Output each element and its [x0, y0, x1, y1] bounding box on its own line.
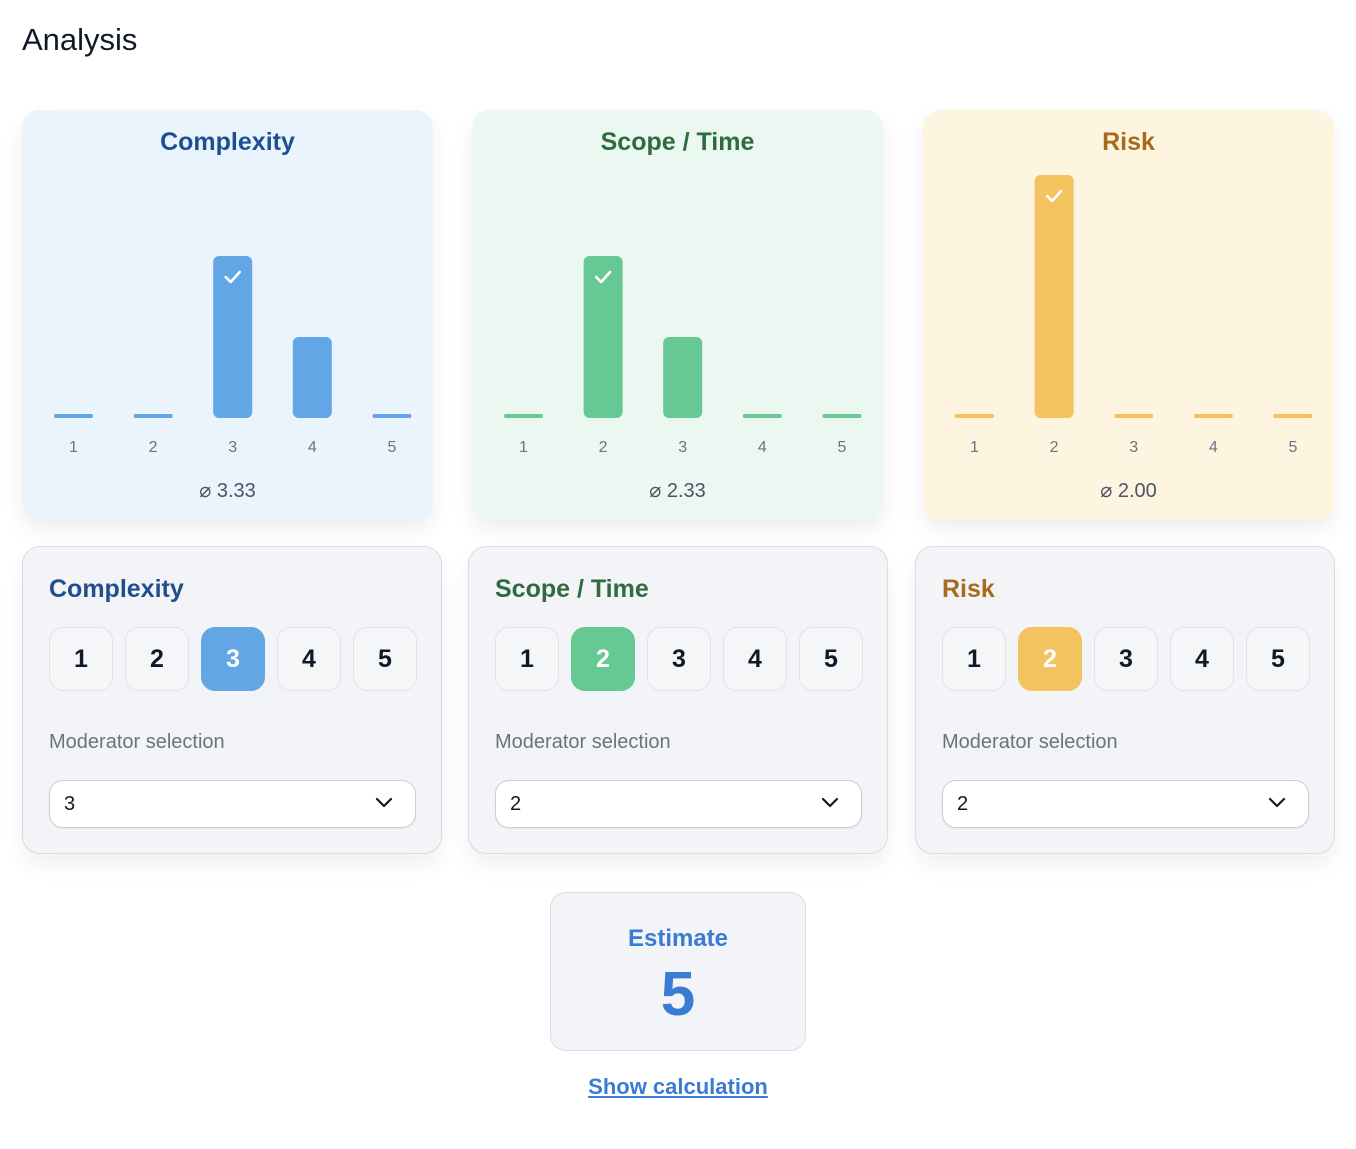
moderator-label: Moderator selection [495, 731, 671, 753]
x-tick-label: 5 [837, 439, 846, 456]
x-tick-label: 3 [228, 439, 237, 456]
panel-risk: Risk 1 2 3 4 5 Moderator selection 2 [915, 546, 1335, 854]
bar-1 [504, 414, 543, 418]
option-button-5[interactable]: 5 [353, 627, 417, 691]
option-group: 1 2 3 4 5 [49, 627, 417, 691]
moderator-label: Moderator selection [49, 731, 225, 753]
x-tick-label: 5 [387, 439, 396, 456]
show-calculation-wrapper: Show calculation [0, 1074, 1356, 1100]
bar-5 [822, 414, 862, 418]
x-tick-label: 4 [1209, 439, 1218, 456]
moderator-select[interactable]: 3 [49, 780, 416, 828]
chart-card-complexity: 1 2 3 4 5 Complexity ⌀ 3.33 [22, 110, 433, 520]
bar-3 [1114, 414, 1154, 418]
moderator-select[interactable]: 2 [495, 780, 862, 828]
chart-average: ⌀ 2.00 [1100, 480, 1157, 502]
option-group: 1 2 3 4 5 [495, 627, 863, 691]
estimate-card: Estimate 5 [550, 892, 806, 1051]
x-tick-label: 4 [758, 439, 767, 456]
option-button-1[interactable]: 1 [942, 627, 1006, 691]
x-tick-label: 3 [678, 439, 687, 456]
panel-scope-time: Scope / Time 1 2 3 4 5 Moderator selecti… [468, 546, 888, 854]
chart-title: Scope / Time [600, 128, 755, 156]
bar-2 [1034, 175, 1074, 418]
chart-svg-complexity: 1 2 3 4 5 [54, 256, 412, 456]
panel-complexity: Complexity 1 2 3 4 5 Moderator selection… [22, 546, 442, 854]
x-tick-label: 2 [149, 439, 158, 456]
option-button-2[interactable]: 2 [1018, 627, 1082, 691]
page-title: Analysis [22, 22, 138, 57]
bar-3 [213, 256, 253, 418]
panel-title: Complexity [49, 575, 184, 603]
bar-1 [54, 414, 93, 418]
option-button-5[interactable]: 5 [799, 627, 863, 691]
chart-title: Complexity [160, 128, 295, 156]
bar-4 [1193, 414, 1233, 418]
panel-title: Risk [942, 575, 995, 603]
x-tick-label: 4 [308, 439, 317, 456]
option-button-1[interactable]: 1 [495, 627, 559, 691]
x-tick-label: 1 [519, 439, 528, 456]
option-button-4[interactable]: 4 [277, 627, 341, 691]
chart-card-risk: 1 2 3 4 5 Risk ⌀ 2.00 [923, 110, 1334, 520]
option-button-2[interactable]: 2 [125, 627, 189, 691]
bar-1 [955, 414, 994, 418]
chart-average: ⌀ 3.33 [199, 480, 256, 502]
panel-title: Scope / Time [495, 575, 649, 603]
chart-card-scope-time: 1 2 3 4 5 Scope / Time ⌀ 2.33 [472, 110, 883, 520]
x-tick-label: 1 [970, 439, 979, 456]
bar-3 [663, 337, 703, 418]
x-tick-label: 1 [69, 439, 78, 456]
show-calculation-link[interactable]: Show calculation [588, 1074, 768, 1099]
option-button-2[interactable]: 2 [571, 627, 635, 691]
chart-average: ⌀ 2.33 [649, 480, 706, 502]
bar-4 [742, 414, 782, 418]
x-tick-label: 2 [599, 439, 608, 456]
chart-svg-risk: 1 2 3 4 5 [955, 175, 1313, 456]
x-tick-label: 2 [1050, 439, 1059, 456]
check-icon [1045, 189, 1063, 203]
chevron-down-icon [821, 797, 839, 808]
moderator-select-value: 2 [510, 792, 522, 815]
bar-5 [372, 414, 412, 418]
option-button-1[interactable]: 1 [49, 627, 113, 691]
option-button-3[interactable]: 3 [647, 627, 711, 691]
chevron-down-icon [375, 797, 393, 808]
bar-2 [133, 414, 173, 418]
chart-svg-scope-time: 1 2 3 4 5 [504, 256, 862, 456]
option-button-4[interactable]: 4 [1170, 627, 1234, 691]
bar-4 [292, 337, 332, 418]
chart-title: Risk [1102, 128, 1155, 156]
moderator-label: Moderator selection [942, 731, 1118, 753]
option-button-3[interactable]: 3 [1094, 627, 1158, 691]
option-group: 1 2 3 4 5 [942, 627, 1310, 691]
bar-2 [583, 256, 623, 418]
option-button-3[interactable]: 3 [201, 627, 265, 691]
check-icon [594, 270, 612, 284]
option-button-4[interactable]: 4 [723, 627, 787, 691]
moderator-select-value: 3 [64, 792, 76, 815]
chevron-down-icon [1268, 797, 1286, 808]
option-button-5[interactable]: 5 [1246, 627, 1310, 691]
estimate-value: 5 [660, 960, 696, 1029]
moderator-select-value: 2 [957, 792, 969, 815]
estimate-label: Estimate [627, 925, 729, 952]
x-tick-label: 3 [1129, 439, 1138, 456]
x-tick-label: 5 [1288, 439, 1297, 456]
bar-5 [1273, 414, 1313, 418]
moderator-select[interactable]: 2 [942, 780, 1309, 828]
check-icon [224, 270, 241, 284]
